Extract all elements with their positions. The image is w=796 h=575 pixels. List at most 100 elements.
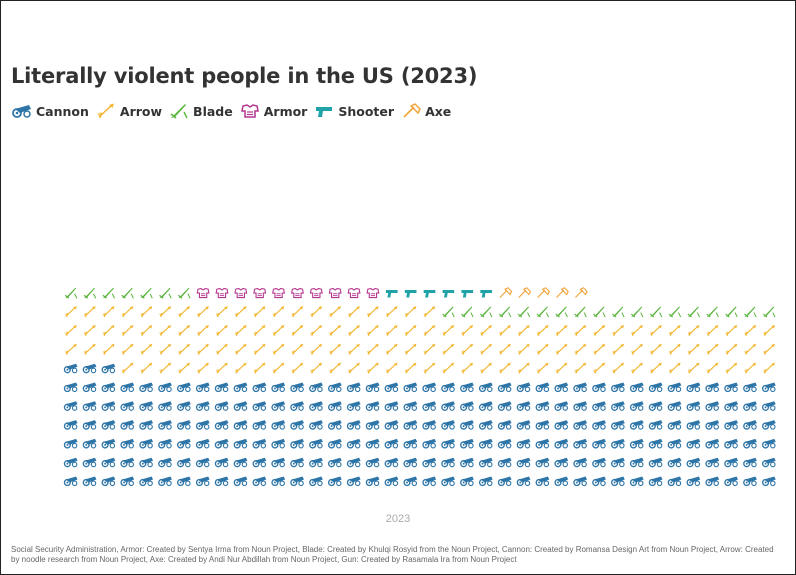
waffle-unit-cannon xyxy=(365,438,380,449)
waffle-unit-armor xyxy=(309,287,323,299)
waffle-unit-cannon xyxy=(460,382,474,393)
source-note: Social Security Administration, Armor: C… xyxy=(11,545,774,564)
waffle-unit-cannon xyxy=(761,420,776,430)
waffle-unit-cannon xyxy=(252,420,267,430)
waffle-unit-cannon xyxy=(403,401,418,411)
waffle-unit-arrow xyxy=(744,362,757,374)
waffle-unit-arrow xyxy=(706,324,719,337)
waffle-unit-arrow xyxy=(253,343,266,355)
waffle-unit-arrow xyxy=(159,306,172,318)
waffle-unit-cannon xyxy=(611,420,625,430)
waffle-unit-arrow xyxy=(385,324,398,337)
waffle-unit-shooter xyxy=(461,290,474,298)
waffle-unit-arrow xyxy=(291,324,304,337)
waffle-unit-arrow xyxy=(706,362,719,374)
waffle-unit-arrow xyxy=(366,362,379,374)
waffle-unit-cannon xyxy=(667,401,682,411)
waffle-unit-shooter xyxy=(480,290,492,298)
waffle-unit-cannon xyxy=(743,420,757,430)
waffle-unit-cannon xyxy=(346,401,361,411)
waffle-unit-cannon xyxy=(346,438,361,449)
waffle-unit-cannon xyxy=(516,457,531,468)
legend-label-blade: Blade xyxy=(193,103,233,119)
waffle-unit-cannon xyxy=(403,420,418,430)
waffle-unit-arrow xyxy=(102,343,115,355)
waffle-unit-cannon xyxy=(365,476,380,487)
waffle-unit-arrow xyxy=(499,343,511,355)
waffle-unit-cannon xyxy=(648,476,663,487)
waffle-unit-cannon xyxy=(139,382,154,393)
waffle-unit-cannon xyxy=(271,401,286,411)
waffle-unit-arrow xyxy=(310,324,323,337)
waffle-unit-cannon xyxy=(309,476,323,487)
waffle-unit-cannon xyxy=(365,401,380,411)
waffle-unit-cannon xyxy=(516,401,531,411)
waffle-unit-cannon xyxy=(403,438,418,449)
waffle-unit-cannon xyxy=(101,382,116,393)
waffle-unit-arrow xyxy=(65,306,77,318)
waffle-unit-cannon xyxy=(290,476,304,487)
waffle-unit-cannon xyxy=(705,401,720,411)
waffle-unit-blade xyxy=(517,306,531,318)
waffle-unit-cannon xyxy=(384,438,399,449)
arrow-icon xyxy=(97,103,114,119)
waffle-unit-cannon xyxy=(101,401,116,411)
waffle-unit-arrow xyxy=(517,324,530,337)
waffle-unit-cannon xyxy=(195,476,210,487)
waffle-unit-cannon xyxy=(233,438,248,449)
legend-item-arrow[interactable]: Arrow xyxy=(95,103,162,119)
waffle-unit-arrow xyxy=(517,362,530,374)
waffle-unit-cannon xyxy=(743,382,757,393)
waffle-unit-arrow xyxy=(442,343,455,355)
waffle-unit-arrow xyxy=(310,343,323,355)
waffle-unit-cannon xyxy=(120,438,135,449)
waffle-unit-cannon xyxy=(365,382,380,393)
waffle-unit-arrow xyxy=(536,362,549,374)
waffle-unit-cannon xyxy=(611,476,625,487)
waffle-unit-cannon xyxy=(309,401,323,411)
legend: Cannon Arrow Blade Armor Shooter Axe xyxy=(11,101,457,121)
waffle-unit-axe xyxy=(574,287,588,298)
waffle-unit-cannon xyxy=(554,401,569,411)
waffle-unit-cannon xyxy=(460,457,474,468)
waffle-unit-cannon xyxy=(441,401,455,411)
waffle-unit-arrow xyxy=(121,306,134,318)
waffle-unit-cannon xyxy=(667,382,682,393)
waffle-unit-armor xyxy=(234,287,248,299)
waffle-unit-cannon xyxy=(309,457,323,468)
legend-item-axe[interactable]: Axe xyxy=(400,103,451,119)
waffle-unit-cannon xyxy=(158,476,172,487)
legend-item-armor[interactable]: Armor xyxy=(239,103,307,119)
waffle-unit-cannon xyxy=(573,382,588,393)
waffle-unit-cannon xyxy=(535,457,550,468)
legend-item-blade[interactable]: Blade xyxy=(168,103,233,119)
waffle-unit-cannon xyxy=(158,438,172,449)
waffle-unit-arrow xyxy=(593,362,606,374)
legend-item-shooter[interactable]: Shooter xyxy=(313,103,394,119)
waffle-unit-arrow xyxy=(593,324,606,337)
waffle-unit-armor xyxy=(290,287,304,299)
legend-item-cannon[interactable]: Cannon xyxy=(11,103,89,119)
axe-icon xyxy=(403,103,421,118)
waffle-unit-cannon xyxy=(535,401,550,411)
waffle-unit-cannon xyxy=(554,476,569,487)
waffle-unit-arrow xyxy=(215,324,228,337)
waffle-unit-blade xyxy=(479,306,493,318)
waffle-unit-arrow xyxy=(499,324,511,337)
waffle-unit-arrow xyxy=(102,306,115,318)
waffle-unit-arrow xyxy=(612,362,625,374)
waffle-unit-cannon xyxy=(422,401,437,411)
waffle-unit-cannon xyxy=(271,476,286,487)
waffle-unit-cannon xyxy=(743,401,757,411)
waffle-unit-arrow xyxy=(121,343,134,355)
waffle-unit-cannon xyxy=(592,438,606,449)
waffle-unit-cannon xyxy=(384,382,399,393)
waffle-unit-cannon xyxy=(384,420,399,430)
waffle-unit-cannon xyxy=(648,382,663,393)
waffle-unit-arrow xyxy=(668,324,681,337)
chart-title: Literally violent people in the US (2023… xyxy=(11,64,478,88)
waffle-unit-arrow xyxy=(366,343,379,355)
waffle-unit-cannon xyxy=(516,438,531,449)
waffle-unit-arrow xyxy=(197,362,209,374)
waffle-unit-cannon xyxy=(327,420,342,430)
